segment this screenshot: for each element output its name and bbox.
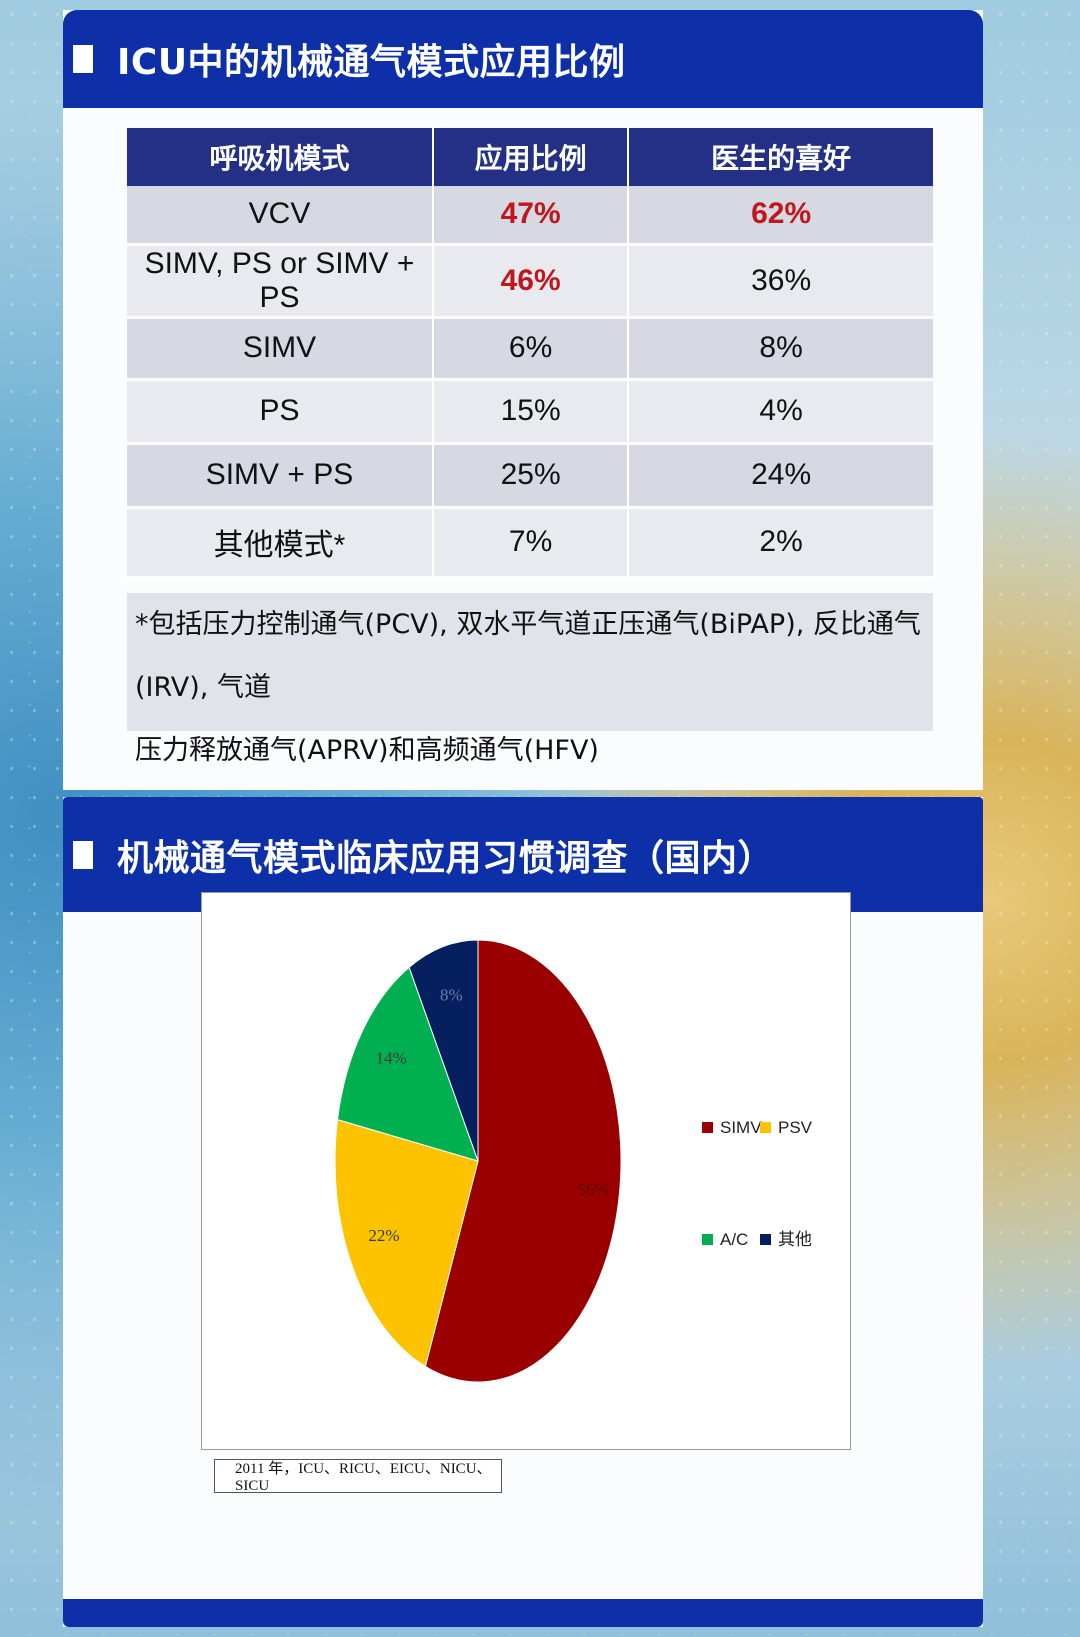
header-mode: 呼吸机模式 xyxy=(127,128,434,186)
cell-preference: 8% xyxy=(628,317,933,381)
legend-swatch xyxy=(702,1122,713,1133)
cell-preference: 36% xyxy=(628,244,933,319)
table-row: 其他模式* 7% 2% xyxy=(127,507,933,579)
cell-usage: 47% xyxy=(432,186,630,246)
ventilation-mode-table: 呼吸机模式 应用比例 医生的喜好 VCV 47% 62% SIMV, PS or… xyxy=(127,128,933,579)
table-row: VCV 47% 62% xyxy=(127,186,933,246)
cell-mode: PS xyxy=(127,379,434,445)
legend-label: PSV xyxy=(778,1118,813,1137)
table-row: SIMV 6% 8% xyxy=(127,317,933,381)
slice-label: 56% xyxy=(578,1180,609,1199)
cell-preference: 62% xyxy=(628,186,933,246)
cell-usage: 6% xyxy=(432,317,630,381)
table-card: ICU中的机械通气模式应用比例 呼吸机模式 应用比例 医生的喜好 VCV 47%… xyxy=(63,10,983,790)
header-preference: 医生的喜好 xyxy=(628,128,933,186)
cell-usage: 15% xyxy=(432,379,630,445)
table-row: SIMV, PS or SIMV + PS 46% 36% xyxy=(127,244,933,319)
header-usage: 应用比例 xyxy=(432,128,630,186)
section1-banner: ICU中的机械通气模式应用比例 xyxy=(63,10,983,108)
footnote-line: 压力释放通气(APRV)和高频通气(HFV) xyxy=(135,735,599,766)
legend-swatch xyxy=(702,1234,713,1245)
cell-mode: 其他模式* xyxy=(127,507,434,579)
table-row: PS 15% 4% xyxy=(127,379,933,445)
footer-band xyxy=(63,1599,983,1627)
chart-card: 机械通气模式临床应用习惯调查（国内） 56% 22% 14% 8% SIMV PSV A/… xyxy=(63,797,983,1627)
pie-slice-SIMV xyxy=(424,939,622,1383)
cell-usage: 46% xyxy=(432,244,630,319)
cell-mode: SIMV, PS or SIMV + PS xyxy=(127,244,434,319)
cell-usage: 25% xyxy=(432,443,630,509)
slice-label: 14% xyxy=(376,1049,407,1068)
pie-slice-其他 xyxy=(408,939,479,1162)
slice-label: 8% xyxy=(440,985,463,1004)
legend-swatch xyxy=(760,1122,771,1133)
table-footnote: *包括压力控制通气(PCV), 双水平气道正压通气(BiPAP), 反比通气(I… xyxy=(127,593,933,766)
cell-preference: 4% xyxy=(628,379,933,445)
legend-label: 其他 xyxy=(778,1230,812,1249)
cell-mode: SIMV + PS xyxy=(127,443,434,509)
pie-slice-A/C xyxy=(336,966,479,1162)
legend-label: A/C xyxy=(720,1230,748,1249)
bullet-square-icon xyxy=(73,45,93,73)
footnote-line: *包括压力控制通气(PCV), 双水平气道正压通气(BiPAP), 反比通气(I… xyxy=(135,609,921,703)
slice-label: 22% xyxy=(368,1226,399,1245)
survey-caption: 2011 年，ICU、RICU、EICU、NICU、SICU xyxy=(214,1459,502,1494)
cell-preference: 2% xyxy=(628,507,933,579)
table-row: SIMV + PS 25% 24% xyxy=(127,443,933,509)
section2-title: 机械通气模式临床应用习惯调查（国内） xyxy=(117,837,775,879)
legend-swatch xyxy=(760,1234,771,1245)
cell-mode: VCV xyxy=(127,186,434,246)
table-header-row: 呼吸机模式 应用比例 医生的喜好 xyxy=(127,128,933,186)
legend-label: SIMV xyxy=(720,1118,762,1137)
bullet-square-icon xyxy=(73,840,93,869)
pie-chart-frame: 56% 22% 14% 8% SIMV PSV A/C 其他 xyxy=(201,892,851,1450)
cell-usage: 7% xyxy=(432,507,630,579)
cell-preference: 24% xyxy=(628,443,933,509)
section1-title: ICU中的机械通气模式应用比例 xyxy=(117,42,626,83)
pie-slice-PSV xyxy=(334,1118,479,1368)
cell-mode: SIMV xyxy=(127,317,434,381)
pie-chart: 56% 22% 14% 8% SIMV PSV A/C 其他 xyxy=(334,939,813,1383)
